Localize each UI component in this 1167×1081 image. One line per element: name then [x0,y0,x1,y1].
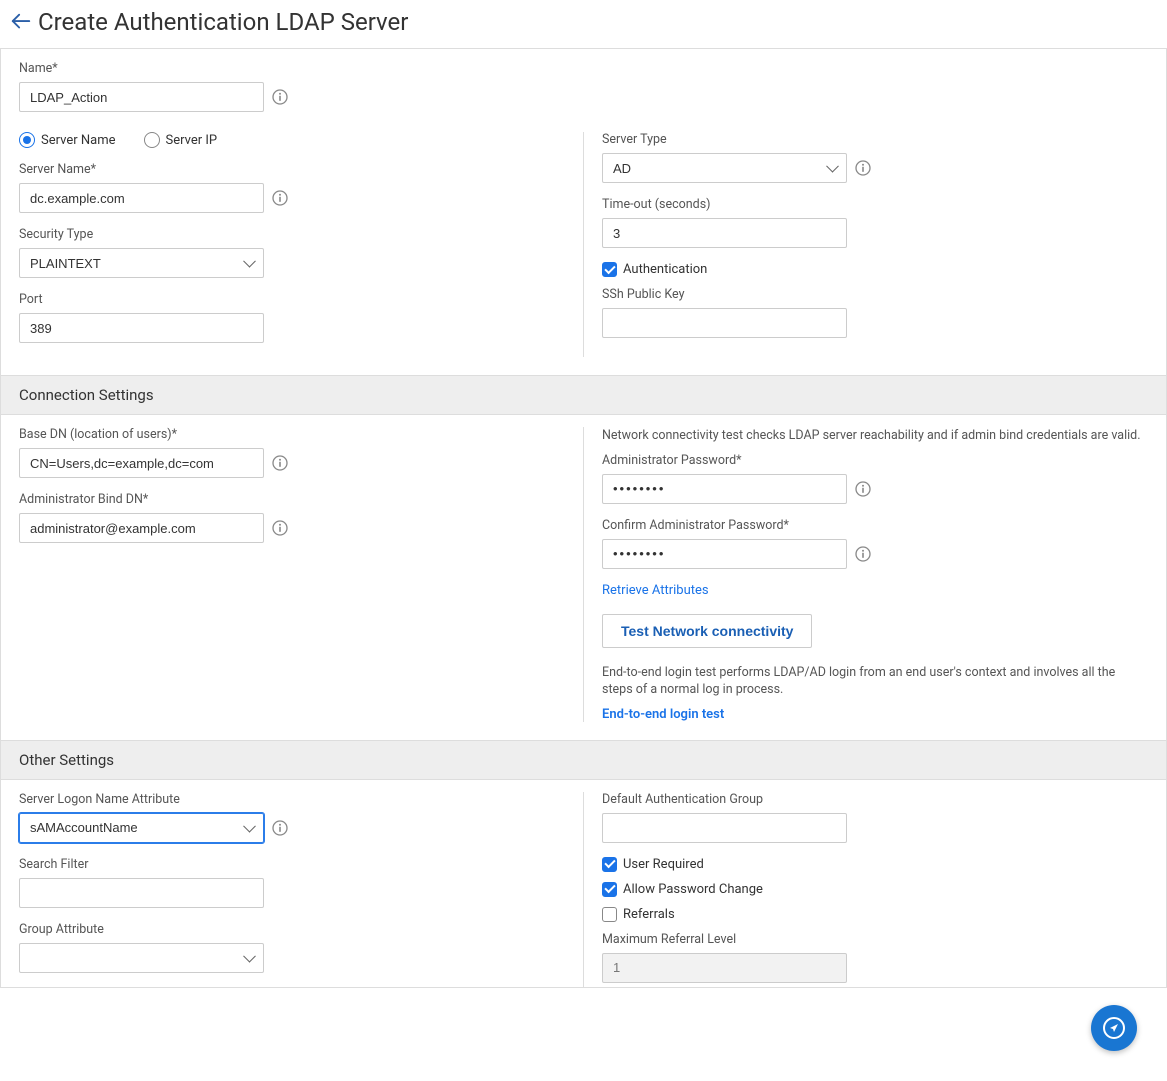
security-type-label: Security Type [19,227,565,242]
base-dn-input[interactable] [19,448,264,478]
back-arrow-icon[interactable] [10,11,32,33]
port-input[interactable] [19,313,264,343]
max-referral-level-input [602,953,847,983]
group-attribute-label: Group Attribute [19,922,565,937]
connection-settings-header: Connection Settings [1,375,1166,415]
authentication-label: Authentication [623,262,707,277]
checkbox-unchecked-icon [602,907,617,922]
retrieve-attributes-link[interactable]: Retrieve Attributes [602,583,709,598]
info-icon[interactable] [272,520,288,536]
user-required-label: User Required [623,857,704,872]
test-network-connectivity-button[interactable]: Test Network connectivity [602,614,812,648]
allow-password-change-checkbox[interactable]: Allow Password Change [602,882,1148,897]
timeout-input[interactable] [602,218,847,248]
base-dn-label: Base DN (location of users)* [19,427,565,442]
confirm-admin-password-label: Confirm Administrator Password* [602,518,1148,533]
server-name-input[interactable] [19,183,264,213]
name-input[interactable] [19,82,264,112]
server-type-select[interactable]: AD [602,153,847,183]
radio-checked-icon [19,132,35,148]
admin-bind-dn-label: Administrator Bind DN* [19,492,565,507]
navigate-fab-button[interactable] [1091,1005,1137,1051]
admin-password-input[interactable] [602,474,847,504]
e2e-login-test-link[interactable]: End-to-end login test [602,707,724,722]
server-ip-radio-label: Server IP [166,133,218,148]
referrals-checkbox[interactable]: Referrals [602,907,1148,922]
referrals-label: Referrals [623,907,675,922]
search-filter-label: Search Filter [19,857,565,872]
info-icon[interactable] [855,481,871,497]
max-referral-level-label: Maximum Referral Level [602,932,1148,947]
server-logon-name-attr-label: Server Logon Name Attribute [19,792,565,807]
search-filter-input[interactable] [19,878,264,908]
timeout-label: Time-out (seconds) [602,197,1148,212]
checkbox-checked-icon [602,262,617,277]
user-required-checkbox[interactable]: User Required [602,857,1148,872]
checkbox-checked-icon [602,857,617,872]
page-title: Create Authentication LDAP Server [38,8,408,36]
server-name-radio[interactable]: Server Name [19,132,116,148]
group-attribute-select[interactable] [19,943,264,973]
default-auth-group-input[interactable] [602,813,847,843]
server-name-radio-label: Server Name [41,133,116,148]
checkbox-checked-icon [602,882,617,897]
default-auth-group-label: Default Authentication Group [602,792,1148,807]
e2e-test-description: End-to-end login test performs LDAP/AD l… [602,664,1148,699]
server-name-label: Server Name* [19,162,565,177]
security-type-select[interactable]: PLAINTEXT [19,248,264,278]
server-logon-name-attr-select[interactable]: sAMAccountName [19,813,264,843]
info-icon[interactable] [855,546,871,562]
confirm-admin-password-input[interactable] [602,539,847,569]
name-label: Name* [19,61,1148,76]
other-settings-header: Other Settings [1,740,1166,780]
allow-password-change-label: Allow Password Change [623,882,763,897]
ssh-public-key-label: SSh Public Key [602,287,1148,302]
admin-password-label: Administrator Password* [602,453,1148,468]
server-type-label: Server Type [602,132,1148,147]
info-icon[interactable] [272,89,288,105]
server-ip-radio[interactable]: Server IP [144,132,218,148]
port-label: Port [19,292,565,307]
ssh-public-key-input[interactable] [602,308,847,338]
info-icon[interactable] [855,160,871,176]
info-icon[interactable] [272,455,288,471]
radio-unchecked-icon [144,132,160,148]
info-icon[interactable] [272,820,288,836]
admin-bind-dn-input[interactable] [19,513,264,543]
info-icon[interactable] [272,190,288,206]
authentication-checkbox[interactable]: Authentication [602,262,1148,277]
network-test-description: Network connectivity test checks LDAP se… [602,427,1148,445]
